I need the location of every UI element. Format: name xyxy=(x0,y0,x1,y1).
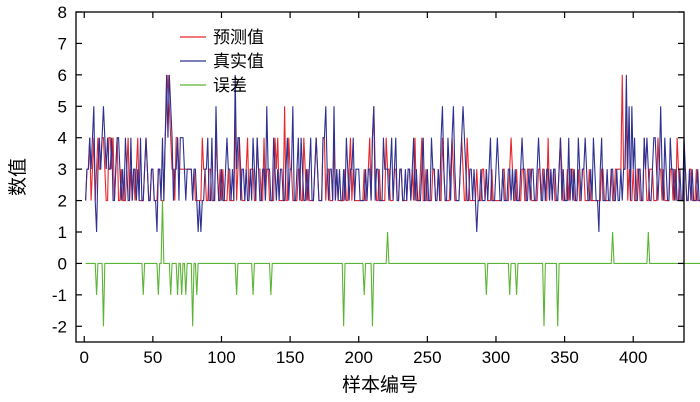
series-line-2 xyxy=(85,74,700,233)
y-tick-label: -2 xyxy=(52,317,67,336)
x-tick-label: 300 xyxy=(482,348,510,367)
x-tick-label: 350 xyxy=(550,348,578,367)
y-tick-label: 2 xyxy=(58,192,67,211)
plot-frame xyxy=(75,11,685,343)
legend-label: 预测值 xyxy=(213,28,264,48)
y-axis-label: 数值 xyxy=(7,158,29,196)
y-tick-label: 0 xyxy=(58,254,67,273)
y-tick-label: -1 xyxy=(52,286,67,305)
y-tick-label: 1 xyxy=(58,223,67,242)
x-tick-label: 250 xyxy=(413,348,441,367)
x-axis-label: 样本编号 xyxy=(342,374,418,396)
y-tick-label: 5 xyxy=(58,97,67,116)
x-tick-label: 50 xyxy=(143,348,162,367)
legend-label: 误差 xyxy=(213,76,247,96)
x-tick-label: 200 xyxy=(345,348,373,367)
y-tick-label: 3 xyxy=(58,160,67,179)
y-tick-label: 8 xyxy=(58,3,67,22)
x-tick-label: 150 xyxy=(276,348,304,367)
x-tick-label: 100 xyxy=(207,348,235,367)
y-tick-label: 6 xyxy=(58,66,67,85)
y-tick-label: 7 xyxy=(58,34,67,53)
x-tick-label: 400 xyxy=(619,348,647,367)
x-tick-label: 0 xyxy=(80,348,89,367)
tick-layer: 0 50 100 150 200 250 300 350 400 -2 -1 0 1 2 3 4 5 6 7 8 xyxy=(52,3,684,367)
legend-label: 真实值 xyxy=(213,52,264,72)
series-line-3 xyxy=(85,200,700,327)
series-layer xyxy=(85,74,700,327)
y-tick-label: 4 xyxy=(58,129,67,148)
